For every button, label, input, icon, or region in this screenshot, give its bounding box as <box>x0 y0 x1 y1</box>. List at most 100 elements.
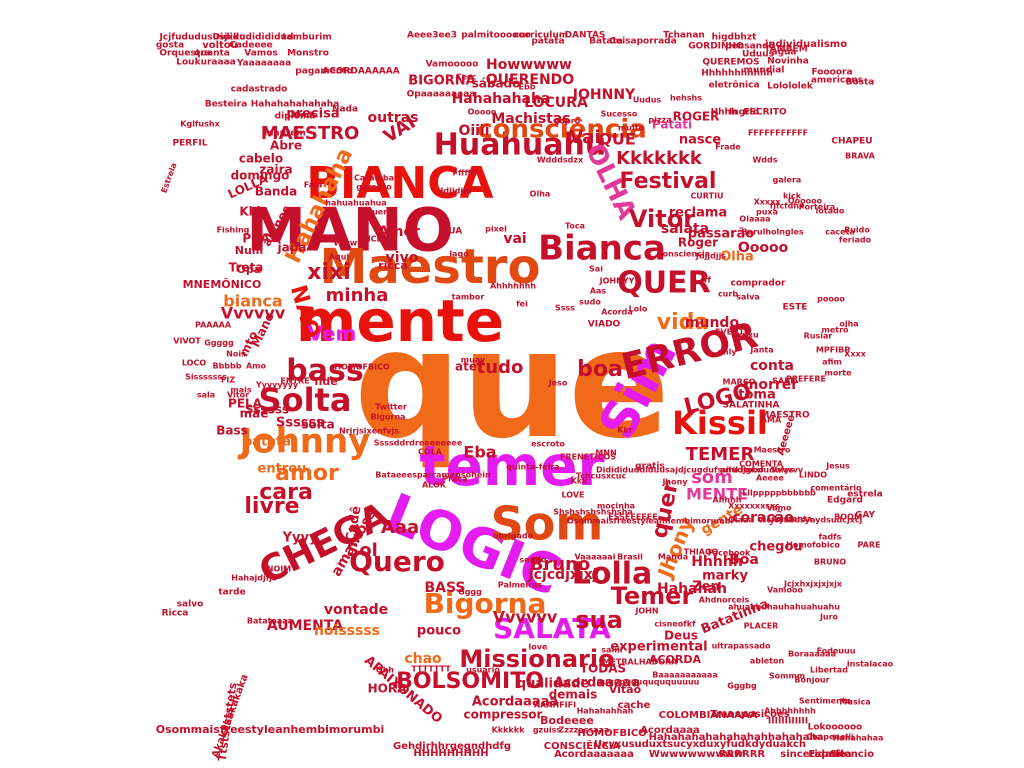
cloud-word: QUEREMOS <box>702 58 759 68</box>
cloud-word: Bass <box>216 424 248 438</box>
cloud-word: Yaaaaaaaa <box>236 59 291 69</box>
cloud-word: RRRRRR <box>719 749 766 760</box>
cloud-word: Olha <box>530 190 551 199</box>
cloud-word: Uudus <box>633 96 662 105</box>
cloud-word: Aumenta <box>772 515 813 524</box>
cloud-word: Mquem <box>358 208 391 217</box>
cloud-word: Eba <box>463 443 496 462</box>
cloud-word: Solta <box>259 381 352 419</box>
cloud-word: Besteira <box>205 100 247 110</box>
cloud-word: pirikitooo <box>720 466 764 475</box>
cloud-word: Vvvvvv <box>771 466 804 475</box>
cloud-word: cisneofkf <box>654 620 696 629</box>
cloud-word: IIIIIIIIIIII <box>768 717 808 727</box>
cloud-word: temer <box>419 434 604 498</box>
cloud-word: compressor <box>464 708 543 722</box>
cloud-word: Vitor <box>629 205 695 233</box>
cloud-word: MNEMÔNICO <box>183 278 262 291</box>
cloud-word: Musica <box>839 698 870 707</box>
cloud-word: Ahhhhhhh <box>490 282 536 291</box>
cloud-word: PREFERE <box>786 375 826 384</box>
cloud-word: salata <box>661 221 709 237</box>
cloud-word: Cadê <box>343 505 364 544</box>
cloud-word: que <box>354 298 670 472</box>
cloud-word: Bbbbb <box>212 362 241 371</box>
cloud-word: Kglfushx <box>180 120 220 129</box>
cloud-word: Dididudidididud <box>213 33 294 43</box>
cloud-word: tamburim <box>282 33 332 43</box>
cloud-word: muay <box>461 356 486 365</box>
cloud-word: Tchcusxcuc <box>576 472 627 481</box>
cloud-word: solta <box>301 418 334 432</box>
cloud-word: hahuahuahua <box>325 199 386 208</box>
cloud-word: HOMOFBICO <box>577 728 646 739</box>
cloud-word: Batata <box>589 37 623 47</box>
cloud-word: afim <box>822 358 842 367</box>
cloud-word: ultrapassado <box>712 642 771 651</box>
cloud-word: ahuaahuhauhahuahuahu <box>728 603 840 612</box>
cloud-word: fjfcfdhx <box>770 202 805 211</box>
cloud-word: Acorda <box>601 308 633 317</box>
cloud-word: Jesus <box>825 462 850 471</box>
cloud-word: FRENETICOS <box>560 453 616 462</box>
cloud-word: Jdjjdjjs <box>695 252 726 261</box>
cloud-word: TTTTTTT <box>411 665 451 674</box>
cloud-word: LOCO <box>182 359 206 368</box>
cloud-word: ESSEEEEEE <box>608 513 657 522</box>
cloud-word: morte <box>824 369 852 378</box>
cloud-word: mundial <box>744 66 785 76</box>
cloud-word: sábado <box>472 77 521 91</box>
cloud-word: eletrônica <box>708 80 759 91</box>
cloud-word: chao <box>404 651 442 667</box>
cloud-word: Cecc <box>456 73 477 82</box>
cloud-word: Deus <box>664 629 698 643</box>
cloud-word: SALATINHA <box>723 401 780 411</box>
cloud-word: kick <box>783 192 802 201</box>
cloud-word: mais <box>230 386 251 395</box>
cloud-word: PERFIL <box>173 139 208 149</box>
cloud-word: MNN <box>595 449 616 458</box>
cloud-word: GAY <box>855 511 875 521</box>
cloud-word: noisssss <box>314 623 380 639</box>
cloud-word: Foooora <box>811 68 852 78</box>
cloud-word: japa <box>277 241 307 255</box>
cloud-word: Vicicysudsyaydsudcjxcj <box>758 516 863 525</box>
cloud-word: mãe <box>240 407 269 421</box>
cloud-word: Oiiii <box>458 123 489 139</box>
cloud-word: Nada <box>332 105 358 115</box>
cloud-word: Boraaaaaa <box>788 650 836 659</box>
cloud-word: agua <box>772 48 797 58</box>
cloud-word: Howwwww <box>486 57 572 73</box>
cloud-word: Osommaisfreestyleanhembimorumbi <box>156 723 385 736</box>
cloud-word: PARE <box>858 541 881 550</box>
cloud-word: Amo <box>246 362 267 371</box>
cloud-word: Silencio <box>830 749 874 760</box>
cloud-word: QUER <box>617 266 710 301</box>
cloud-word: hehshs <box>670 94 702 103</box>
cloud-word: obrigado <box>493 532 534 541</box>
cloud-word: gopro <box>554 117 581 126</box>
cloud-word: TAMBEM <box>764 45 807 55</box>
cloud-word: Jhony <box>661 478 688 487</box>
cloud-word: Toca <box>565 222 585 231</box>
cloud-word: AUMENTA <box>267 618 343 634</box>
cloud-word: Estrela <box>159 162 178 195</box>
cloud-word: Vamooooo <box>426 60 479 70</box>
cloud-word: HORA <box>368 682 407 696</box>
cloud-word: ESCRITO <box>743 108 787 118</box>
cloud-word: Wdddsdzx <box>537 156 584 165</box>
cloud-word: sudo <box>579 298 601 307</box>
cloud-word: Novinha <box>767 57 809 67</box>
cloud-word: fff <box>701 276 711 285</box>
cloud-word: Sai <box>589 265 603 274</box>
cloud-word: tudo <box>477 357 524 378</box>
cloud-word: JOHN <box>634 607 658 616</box>
cloud-word: COLOMBIANAAAA <box>659 710 758 721</box>
cloud-word: Yyyyyyyy <box>255 381 299 390</box>
cloud-word: TEMER <box>686 444 755 465</box>
cloud-word: reclama <box>669 206 727 221</box>
cloud-word: Vvvvvv <box>493 608 558 627</box>
cloud-word: Kkk <box>239 205 265 219</box>
cloud-word: Huahuahu <box>434 128 606 163</box>
cloud-word: HHHHHHHHH <box>413 748 488 759</box>
